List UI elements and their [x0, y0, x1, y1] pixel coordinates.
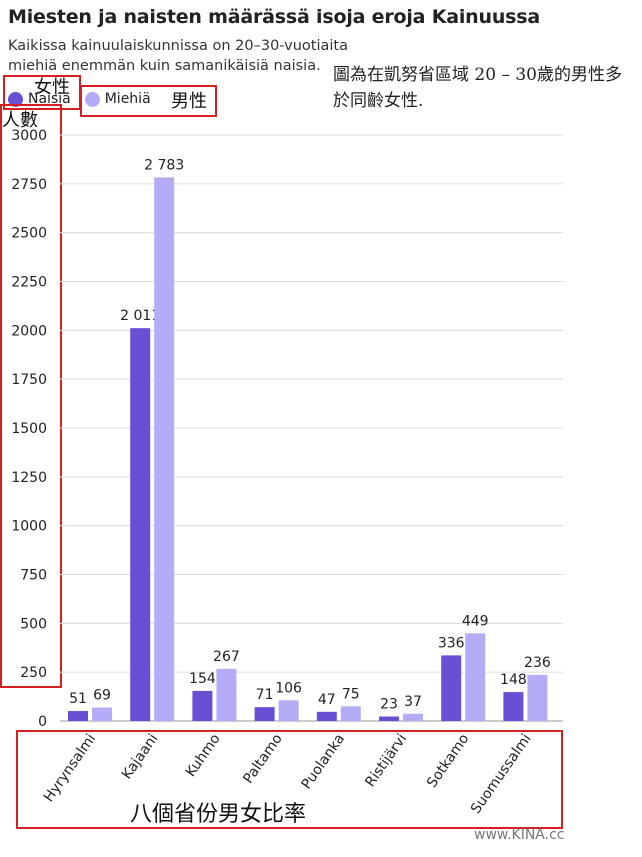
y-tick-label-1500: 1500 [11, 421, 47, 437]
chart-subtitle: Kaikissa kainuulaiskunnissa on 20–30-vuo… [8, 38, 348, 74]
data-label-sotkamo-naisia: 336 [438, 635, 465, 651]
x-tick-label-kuhmo: Kuhmo [183, 731, 224, 780]
legend-swatch-miehia [84, 91, 100, 107]
bar-sotkamo-naisia [441, 655, 462, 721]
legend-item-naisia: Naisia [8, 91, 71, 107]
data-label-puolanka-naisia: 47 [318, 692, 336, 708]
bar-kuhmo-naisia [192, 690, 213, 721]
x-tick-label-suomussalmi: Suomussalmi [468, 731, 535, 817]
y-tick-label-500: 500 [20, 616, 47, 632]
annotation-female: 女性 [34, 77, 70, 98]
chinese-summary-annotation: 圖為在凱努省區域 20 – 30歲的男性多於同齡女性. [333, 65, 622, 111]
bar-kajaani-miehiä [154, 177, 175, 721]
y-tick-label-1750: 1750 [11, 372, 47, 388]
bar-puolanka-miehiä [340, 706, 361, 721]
legend-swatch-naisia [8, 91, 23, 107]
bar-hyrynsalmi-naisia [68, 711, 88, 721]
highlight-box-xaxis [16, 730, 563, 829]
bar-paltamo-miehiä [278, 700, 299, 721]
y-tick-label-2250: 2250 [11, 275, 47, 291]
x-tick-label-puolanka: Puolanka [299, 731, 348, 792]
bar-sotkamo-miehiä [465, 633, 486, 721]
highlight-box-yaxis [0, 104, 62, 688]
x-tick-label-paltamo: Paltamo [240, 731, 286, 787]
y-tick-label-2500: 2500 [11, 226, 47, 242]
data-label-paltamo-naisia: 71 [256, 687, 274, 703]
data-label-suomussalmi-miehiä: 236 [524, 655, 551, 671]
annotation-male: 男性 [171, 91, 207, 112]
y-tick-label-2000: 2000 [11, 323, 47, 339]
x-tick-label-kajaani: Kajaani [119, 731, 162, 782]
y-tick-label-1000: 1000 [11, 519, 47, 535]
legend: Naisia Miehiä [8, 88, 161, 110]
data-label-kuhmo-miehiä: 267 [213, 649, 240, 665]
y-tick-label-2750: 2750 [11, 177, 47, 193]
y-tick-label-3000: 3000 [11, 128, 47, 144]
data-label-sotkamo-miehiä: 449 [462, 613, 489, 629]
x-tick-label-hyrynsalmi: Hyrynsalmi [41, 731, 99, 805]
bar-kajaani-naisia [130, 328, 151, 721]
data-label-kajaani-naisia: 2 011 [120, 308, 160, 324]
data-label-kuhmo-naisia: 154 [189, 671, 216, 687]
bar-suomussalmi-naisia [503, 692, 524, 721]
legend-label-naisia: Naisia [28, 91, 71, 107]
data-label-hyrynsalmi-miehiä: 69 [93, 688, 111, 704]
x-tick-label-ristijärvi: Ristijärvi [362, 731, 410, 790]
bar-ristijärvi-naisia [379, 716, 399, 721]
data-label-ristijärvi-miehiä: 37 [404, 694, 422, 710]
annotation-yaxis: 人數 [2, 110, 38, 131]
bar-kuhmo-miehiä [216, 668, 237, 721]
bar-ristijärvi-miehiä [403, 713, 423, 721]
data-label-kajaani-miehiä: 2 783 [144, 157, 184, 173]
y-tick-label-250: 250 [20, 665, 47, 681]
chart-title: Miesten ja naisten määrässä isoja eroja … [8, 6, 540, 28]
bar-puolanka-naisia [316, 711, 337, 721]
bar-hyrynsalmi-miehiä [92, 707, 112, 721]
bar-paltamo-naisia [254, 707, 275, 721]
y-tick-label-750: 750 [20, 568, 47, 584]
data-label-ristijärvi-naisia: 23 [380, 697, 398, 713]
data-label-puolanka-miehiä: 75 [342, 686, 360, 702]
data-label-hyrynsalmi-naisia: 51 [69, 691, 87, 707]
data-label-paltamo-miehiä: 106 [275, 680, 302, 696]
y-tick-label-0: 0 [38, 714, 47, 730]
x-tick-label-sotkamo: Sotkamo [424, 731, 472, 791]
bar-suomussalmi-miehiä [527, 674, 548, 721]
legend-item-miehia: Miehiä [84, 91, 151, 107]
highlight-box-male [80, 85, 217, 117]
data-label-suomussalmi-naisia: 148 [500, 672, 527, 688]
legend-label-miehia: Miehiä [104, 91, 151, 107]
y-tick-label-1250: 1250 [11, 470, 47, 486]
annotation-xaxis: 八個省份男女比率 [130, 802, 307, 827]
watermark: www.KINA.cc [474, 827, 565, 843]
